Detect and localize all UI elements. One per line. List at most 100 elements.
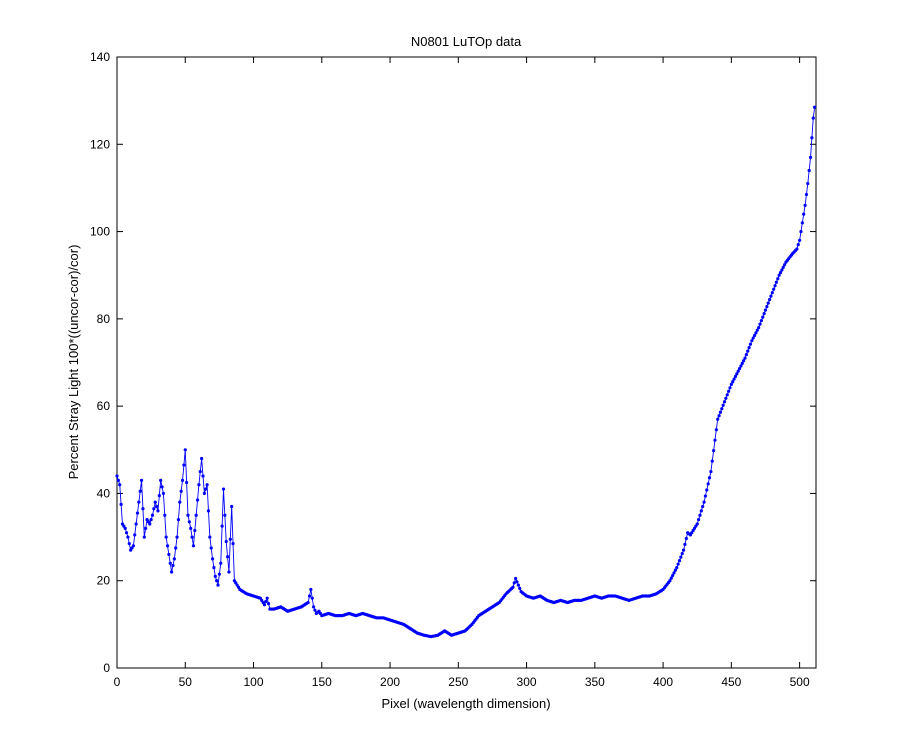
data-point (765, 305, 769, 309)
data-point (703, 494, 708, 498)
x-axis-label: Pixel (wavelength dimension) (381, 696, 550, 711)
data-point (152, 507, 156, 511)
data-point (718, 410, 723, 414)
data-point (799, 229, 803, 234)
data-point (673, 568, 677, 572)
data-point (159, 478, 163, 482)
data-point (213, 574, 217, 578)
data-point (804, 192, 809, 197)
y-tick-label: 20 (97, 574, 111, 588)
data-point (747, 346, 751, 350)
data-point (191, 544, 196, 548)
data-point (221, 487, 226, 491)
data-point (806, 181, 810, 186)
data-point (209, 546, 213, 550)
data-point (735, 372, 739, 376)
x-tick-label: 50 (179, 675, 193, 689)
data-point (677, 559, 682, 563)
data-point (722, 400, 727, 404)
data-point (150, 513, 155, 517)
x-axis-ticks (116, 57, 801, 668)
data-point (264, 599, 268, 604)
data-point (133, 533, 137, 537)
data-point (157, 494, 161, 498)
x-tick-label: 300 (517, 675, 537, 689)
data-point (762, 312, 766, 316)
plot-area (116, 56, 817, 669)
data-point (187, 520, 191, 524)
data-point (198, 470, 202, 474)
data-point (796, 243, 800, 247)
data-point (190, 535, 194, 539)
data-point (769, 294, 773, 298)
data-point (185, 480, 189, 485)
data-point (696, 518, 701, 522)
data-point (701, 504, 705, 509)
x-tick-label: 450 (721, 675, 741, 689)
data-point (672, 571, 676, 575)
data-point (808, 155, 813, 159)
data-point (515, 580, 519, 584)
data-point (171, 563, 175, 568)
y-tick-label: 120 (90, 137, 110, 151)
data-point (126, 535, 130, 539)
data-point (776, 277, 780, 281)
data-point (124, 531, 129, 535)
data-point (210, 557, 215, 561)
data-point (265, 596, 269, 600)
y-tick-label: 140 (90, 50, 110, 64)
data-point (754, 331, 758, 335)
data-point (514, 576, 518, 581)
data-point (168, 561, 172, 565)
data-point (699, 509, 703, 513)
data-point (778, 271, 783, 275)
data-point (759, 319, 763, 323)
data-point (228, 537, 232, 541)
data-point (309, 587, 313, 592)
data-point (148, 522, 152, 526)
data-point (777, 273, 781, 277)
data-point (798, 238, 802, 242)
data-point (200, 456, 204, 461)
data-point (707, 476, 712, 480)
data-point (810, 136, 814, 140)
data-point (750, 339, 754, 343)
data-point (767, 298, 772, 302)
data-point (780, 268, 784, 272)
data-point (713, 438, 717, 442)
data-point (681, 548, 686, 552)
data-point (220, 524, 224, 528)
data-point (135, 511, 140, 515)
data-point (144, 526, 148, 530)
data-point (182, 463, 186, 467)
data-point (189, 526, 193, 530)
x-tick-label: 500 (790, 675, 810, 689)
data-point (680, 552, 684, 556)
y-tick-label: 100 (90, 225, 110, 239)
data-point (183, 448, 187, 452)
data-point (153, 500, 157, 504)
data-point (811, 116, 815, 120)
x-tick-label: 350 (585, 675, 605, 689)
data-point (744, 353, 748, 357)
data-point (746, 349, 750, 353)
y-tick-label: 60 (97, 399, 111, 413)
data-point (766, 301, 770, 305)
data-point (179, 489, 183, 493)
data-point (202, 491, 206, 496)
data-point (714, 428, 718, 432)
data-point (161, 491, 166, 496)
data-point (142, 535, 146, 539)
x-tick-label: 200 (380, 675, 400, 689)
data-point (167, 552, 171, 557)
data-point (774, 280, 779, 284)
y-tick-label: 80 (97, 312, 111, 326)
data-point (227, 570, 231, 574)
data-point (813, 105, 817, 109)
data-point (684, 536, 688, 541)
data-point (729, 382, 733, 386)
series-markers (115, 105, 817, 639)
data-point (307, 594, 312, 598)
data-point (702, 500, 706, 504)
